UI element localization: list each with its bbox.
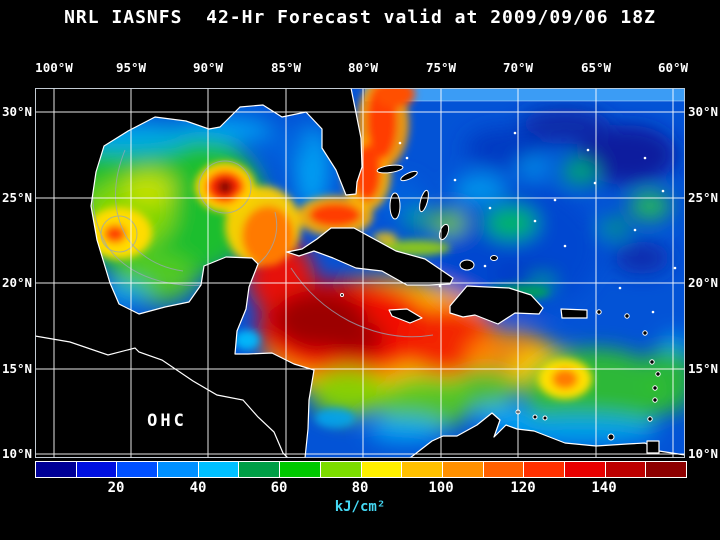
land-hispaniola bbox=[449, 285, 544, 325]
land-lesser-antilles bbox=[340, 293, 661, 441]
lon-tick-label: 60°W bbox=[657, 60, 689, 75]
colorbar-cell bbox=[239, 462, 281, 477]
colorbar-cell bbox=[646, 462, 686, 477]
colorbar-tick-label: 120 bbox=[510, 480, 536, 496]
lat-tick-label: 15°N bbox=[1, 361, 33, 376]
colorbar-cell bbox=[117, 462, 159, 477]
lat-tick-label: 20°N bbox=[687, 275, 719, 290]
colorbar-tick-label: 100 bbox=[428, 480, 454, 496]
colorbar-cell bbox=[605, 462, 647, 477]
land-cuba bbox=[286, 227, 454, 286]
lat-tick-label: 20°N bbox=[1, 275, 33, 290]
colorbar bbox=[35, 461, 687, 478]
land-puerto-rico bbox=[560, 308, 588, 319]
bathymetry-contours bbox=[92, 149, 434, 338]
lat-tick-label: 25°N bbox=[1, 190, 33, 205]
lat-tick-label: 25°N bbox=[687, 190, 719, 205]
colorbar-cell bbox=[442, 462, 484, 477]
pacific-coastline bbox=[35, 335, 289, 458]
colorbar-unit-label: kJ/cm² bbox=[334, 499, 386, 515]
land-trinidad bbox=[646, 440, 660, 454]
ohc-heatmap-map: OHC bbox=[35, 88, 685, 458]
colorbar-cell bbox=[36, 462, 77, 477]
lon-tick-label: 95°W bbox=[115, 60, 147, 75]
colorbar-cell bbox=[320, 462, 362, 477]
land-bahamas bbox=[376, 164, 498, 271]
colorbar-tick-label: 80 bbox=[351, 480, 369, 496]
colorbar-tick-label: 20 bbox=[107, 480, 125, 496]
graticule bbox=[35, 88, 685, 458]
colorbar-cell bbox=[198, 462, 240, 477]
land-layer bbox=[35, 88, 685, 458]
lon-tick-label: 90°W bbox=[192, 60, 224, 75]
lon-tick-label: 85°W bbox=[270, 60, 302, 75]
lon-tick-label: 80°W bbox=[347, 60, 379, 75]
land-jamaica bbox=[388, 308, 423, 324]
colorbar-cell bbox=[524, 462, 565, 477]
colorbar-tick-label: 140 bbox=[591, 480, 617, 496]
colorbar-cell bbox=[564, 462, 606, 477]
lat-tick-label: 30°N bbox=[687, 104, 719, 119]
colorbar-cell bbox=[361, 462, 403, 477]
colorbar-cell bbox=[280, 462, 321, 477]
colorbar-cell bbox=[402, 462, 443, 477]
colorbar-tick-label: 60 bbox=[270, 480, 288, 496]
lat-tick-label: 10°N bbox=[687, 446, 719, 461]
lat-tick-label: 15°N bbox=[687, 361, 719, 376]
map-border bbox=[35, 88, 685, 458]
ohc-overlay-label: OHC bbox=[147, 411, 187, 431]
page-title: NRL IASNFS 42-Hr Forecast valid at 2009/… bbox=[64, 7, 656, 28]
north-boundary-band bbox=[365, 88, 685, 101]
colorbar-cell bbox=[76, 462, 118, 477]
colorbar-tick-label: 40 bbox=[189, 480, 207, 496]
lon-tick-label: 75°W bbox=[425, 60, 457, 75]
lon-tick-label: 65°W bbox=[580, 60, 612, 75]
lon-tick-label: 100°W bbox=[35, 60, 73, 75]
colorbar-cell bbox=[483, 462, 525, 477]
land-north-central-america bbox=[35, 88, 363, 458]
colorbar-cell bbox=[158, 462, 199, 477]
lat-tick-label: 30°N bbox=[1, 104, 33, 119]
lon-tick-label: 70°W bbox=[502, 60, 534, 75]
heatmap-broad-layer bbox=[65, 108, 685, 445]
lat-tick-label: 10°N bbox=[1, 446, 33, 461]
